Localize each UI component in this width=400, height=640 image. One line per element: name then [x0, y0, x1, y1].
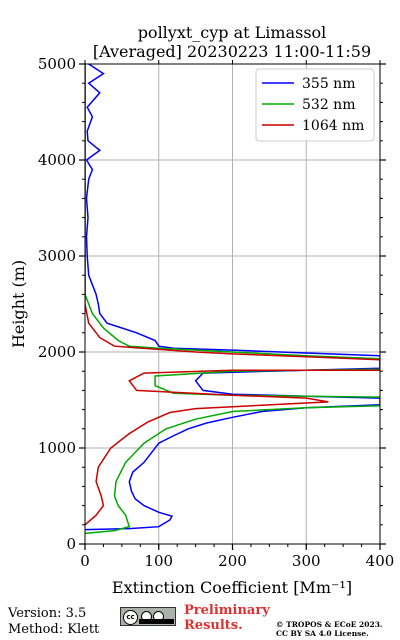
chart-title: pollyxt_cyp at Limassol: [138, 23, 327, 42]
legend: 355 nm 532 nm 1064 nm: [255, 68, 375, 142]
x-axis-label: Extinction Coefficient [Mm⁻¹]: [112, 578, 352, 597]
x-tick-label: 100: [144, 552, 173, 570]
copyright-line1: © TROPOS & ECoE 2023.: [276, 620, 383, 629]
x-tick-label: 300: [292, 552, 321, 570]
y-tick-label: 3000: [38, 247, 76, 265]
copyright-notice: © TROPOS & ECoE 2023. CC BY SA 4.0 Licen…: [276, 620, 383, 638]
method-text: Method: Klett: [8, 622, 100, 637]
cc-logo-icon: cc: [123, 610, 138, 625]
y-tick-label: 5000: [38, 55, 76, 73]
legend-label: 532 nm: [302, 97, 355, 113]
license-strip: [139, 619, 174, 624]
x-tick-label: 200: [218, 552, 247, 570]
series-line-1064-nm: [85, 64, 380, 526]
y-tick-label: 2000: [38, 343, 76, 361]
series-layer: [85, 64, 380, 535]
x-tick-label: 0: [80, 552, 90, 570]
y-tick-label: 0: [66, 535, 76, 553]
y-tick-label: 1000: [38, 439, 76, 457]
cc-license-icon: cc: [120, 607, 176, 626]
legend-box: [255, 68, 375, 142]
preliminary-line1: Preliminary: [184, 603, 270, 618]
y-tick-label: 4000: [38, 151, 76, 169]
extinction-chart: pollyxt_cyp at Limassol [Averaged] 20230…: [9, 23, 395, 597]
x-tick-label: 400: [366, 552, 395, 570]
preliminary-notice: Preliminary Results.: [184, 603, 270, 633]
chart-subtitle: [Averaged] 20230223 11:00-11:59: [93, 42, 371, 61]
version-text: Version: 3.5: [8, 606, 87, 621]
footer-info: Version: 3.5 Method: Klett: [8, 606, 99, 638]
preliminary-line2: Results.: [184, 618, 243, 633]
legend-label: 1064 nm: [302, 118, 364, 134]
series-line-355-nm: [85, 64, 380, 531]
copyright-line2: CC BY SA 4.0 License.: [276, 629, 369, 638]
legend-label: 355 nm: [302, 76, 355, 92]
y-axis-label: Height (m): [9, 260, 28, 348]
